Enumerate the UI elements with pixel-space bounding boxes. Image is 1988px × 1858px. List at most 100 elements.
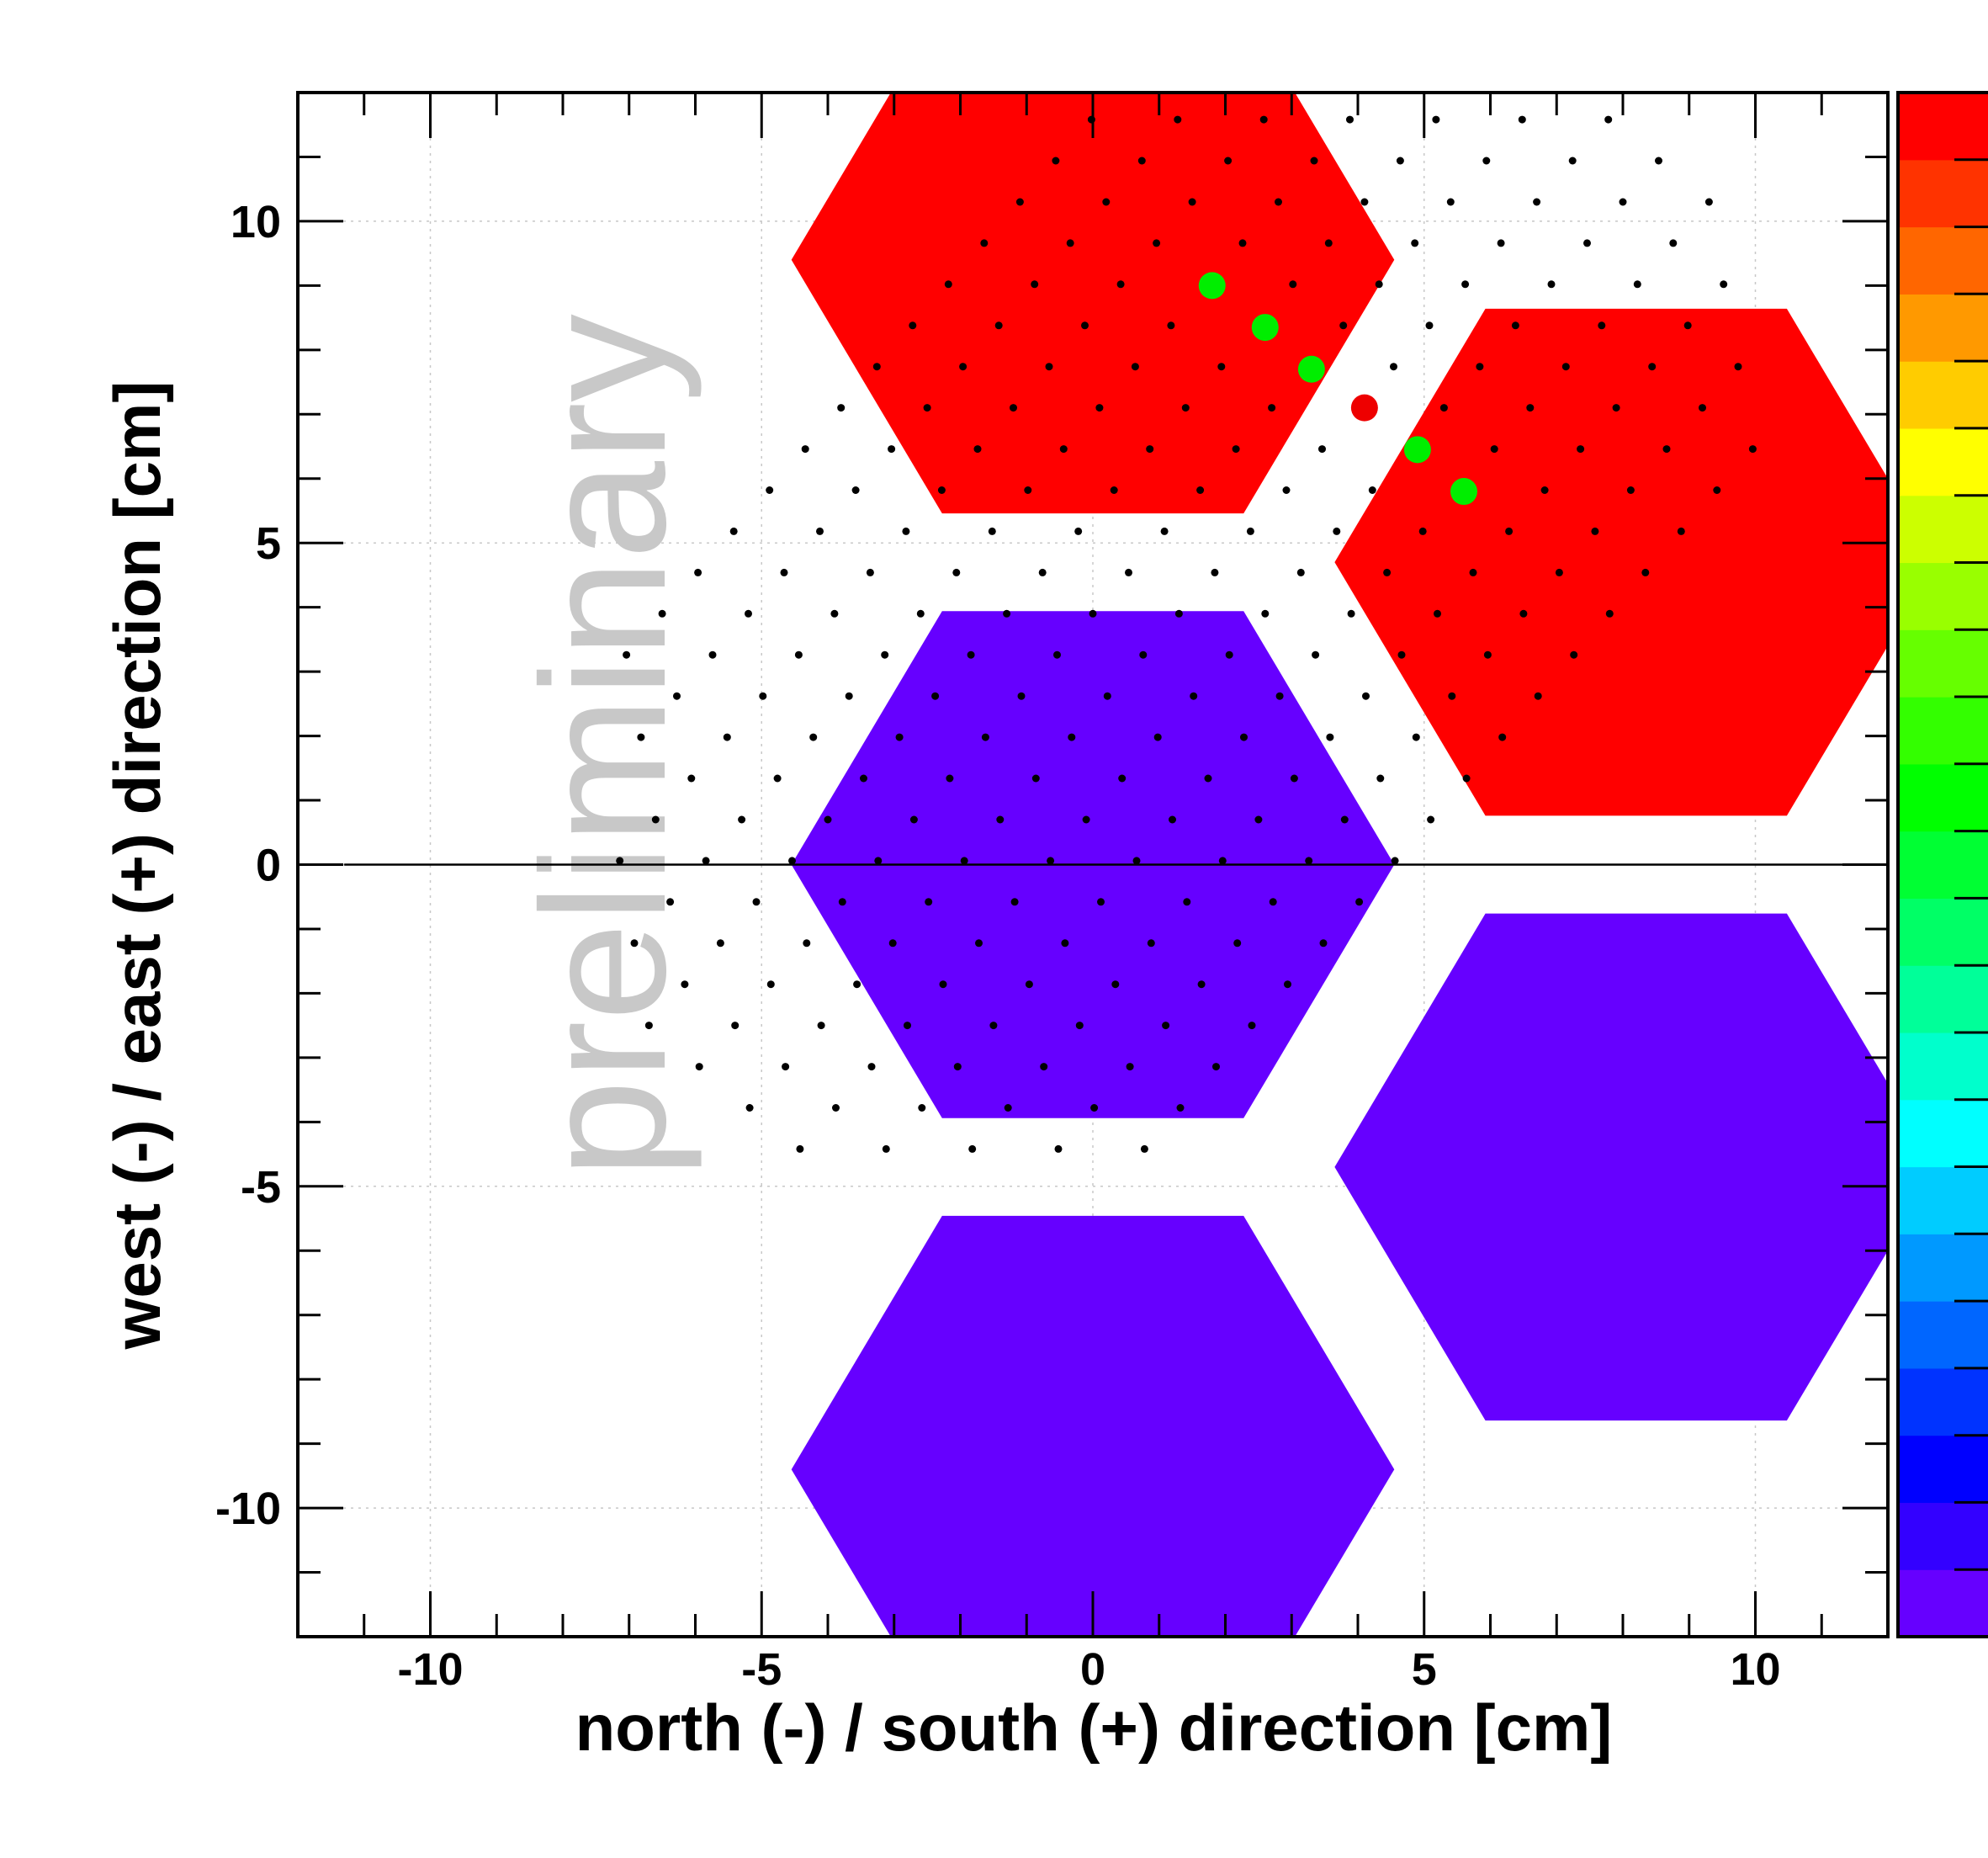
lattice-dot bbox=[1699, 404, 1706, 412]
x-axis-title: north (-) / south (+) direction [cm] bbox=[575, 1691, 1613, 1765]
lattice-dot bbox=[1648, 363, 1657, 371]
lattice-dot bbox=[745, 1104, 754, 1112]
lattice-dot bbox=[1017, 692, 1026, 700]
lattice-dot bbox=[1196, 486, 1205, 494]
lattice-dot bbox=[752, 898, 761, 906]
hit-point bbox=[1251, 314, 1279, 342]
lattice-dot bbox=[1655, 157, 1662, 165]
lattice-dot bbox=[1132, 857, 1141, 865]
lattice-dot bbox=[1217, 363, 1226, 371]
lattice-dot bbox=[637, 733, 645, 741]
lattice-dot bbox=[1734, 363, 1742, 371]
lattice-dot bbox=[1233, 939, 1242, 948]
lattice-dot bbox=[1483, 650, 1492, 659]
lattice-dot bbox=[975, 939, 983, 948]
lattice-dot bbox=[1561, 363, 1570, 371]
lattice-dot bbox=[1087, 115, 1095, 124]
lattice-dot bbox=[1181, 404, 1190, 412]
lattice-dot bbox=[817, 1022, 825, 1030]
lattice-dot bbox=[1125, 568, 1132, 576]
y-tick-label: -5 bbox=[241, 1162, 281, 1213]
lattice-dot bbox=[1518, 115, 1526, 124]
x-tick-label: 0 bbox=[1080, 1644, 1105, 1695]
lattice-dot bbox=[809, 733, 818, 741]
lattice-dot bbox=[1240, 733, 1248, 741]
lattice-dot bbox=[895, 733, 904, 741]
lattice-dot bbox=[1188, 198, 1196, 206]
lattice-dot bbox=[651, 815, 660, 824]
lattice-dot bbox=[1347, 609, 1355, 618]
lattice-dot bbox=[904, 1022, 911, 1030]
color-scale-swatch bbox=[1898, 294, 1988, 362]
lattice-dot bbox=[1010, 898, 1019, 906]
lattice-dot bbox=[1396, 157, 1404, 165]
lattice-dot bbox=[1212, 1063, 1220, 1071]
y-tick-label: 10 bbox=[231, 197, 281, 247]
lattice-dot bbox=[1375, 280, 1383, 289]
lattice-dot bbox=[996, 815, 1005, 824]
lattice-dot bbox=[1153, 239, 1161, 247]
y-tick-label: 0 bbox=[256, 841, 281, 891]
lattice-dot bbox=[1534, 692, 1542, 700]
lattice-dot bbox=[1211, 568, 1219, 576]
color-scale-swatch bbox=[1898, 361, 1988, 429]
lattice-dot bbox=[1289, 280, 1297, 289]
lattice-dot bbox=[1490, 445, 1498, 454]
hit-point bbox=[1198, 272, 1226, 300]
lattice-dot bbox=[1340, 815, 1349, 824]
lattice-dot bbox=[1469, 568, 1477, 576]
lattice-dot bbox=[937, 486, 946, 494]
color-scale-border bbox=[1896, 91, 1988, 1638]
lattice-dot bbox=[973, 445, 982, 454]
lattice-dot bbox=[1439, 404, 1448, 412]
lattice-dot bbox=[1259, 115, 1268, 124]
color-scale-bar bbox=[1896, 91, 1988, 1638]
lattice-dot bbox=[1052, 157, 1060, 165]
hexagon-cell-high bbox=[1334, 308, 1888, 816]
lattice-dot bbox=[860, 774, 867, 783]
lattice-dot bbox=[1462, 774, 1471, 783]
lattice-dot bbox=[916, 609, 925, 618]
lattice-dot bbox=[801, 445, 809, 454]
y-tick-label: 5 bbox=[256, 518, 281, 569]
lattice-dot bbox=[1720, 280, 1728, 289]
lattice-dot bbox=[1533, 198, 1541, 206]
lattice-dot bbox=[1103, 692, 1111, 700]
lattice-dot bbox=[1368, 486, 1376, 494]
lattice-dot bbox=[644, 1022, 653, 1030]
hit-point bbox=[1297, 355, 1325, 383]
lattice-dot bbox=[1174, 115, 1182, 124]
color-scale-swatch bbox=[1898, 629, 1988, 698]
lattice-dot bbox=[838, 898, 846, 906]
lattice-dot bbox=[1476, 363, 1484, 371]
lattice-dot bbox=[1116, 280, 1125, 289]
lattice-dot bbox=[1089, 609, 1097, 618]
lattice-dot bbox=[853, 980, 861, 989]
lattice-dot bbox=[1519, 609, 1528, 618]
lattice-dot bbox=[968, 1144, 977, 1153]
lattice-dot bbox=[1296, 568, 1305, 576]
lattice-dot bbox=[1568, 157, 1577, 165]
lattice-dot bbox=[1275, 198, 1282, 206]
lattice-dot bbox=[1261, 609, 1270, 618]
lattice-dot bbox=[1054, 1144, 1063, 1153]
lattice-dot bbox=[759, 692, 767, 700]
lattice-dot bbox=[1225, 650, 1233, 659]
lattice-dot bbox=[874, 857, 883, 865]
lattice-dot bbox=[816, 527, 824, 535]
lattice-dot bbox=[1176, 1104, 1185, 1112]
lattice-dot bbox=[708, 650, 717, 659]
lattice-dot bbox=[616, 857, 624, 865]
lattice-dot bbox=[745, 609, 752, 618]
lattice-dot bbox=[694, 568, 702, 576]
lattice-dot bbox=[1075, 1022, 1084, 1030]
hexagon-cell-low bbox=[791, 1215, 1395, 1637]
lattice-dot bbox=[1570, 650, 1578, 659]
lattice-dot bbox=[1183, 898, 1191, 906]
lattice-dot bbox=[944, 280, 952, 289]
lattice-dot bbox=[1641, 568, 1650, 576]
lattice-dot bbox=[1418, 527, 1427, 535]
lattice-dot bbox=[1704, 198, 1713, 206]
lattice-dot bbox=[1626, 486, 1635, 494]
lattice-dot bbox=[1448, 692, 1456, 700]
